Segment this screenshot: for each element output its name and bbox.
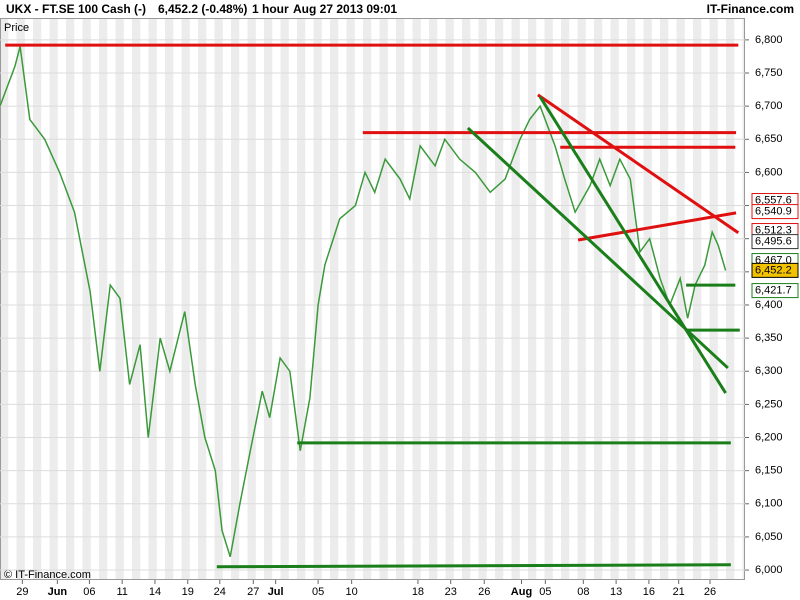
x-tick-label: 11 [116, 586, 127, 598]
x-tick-label: 14 [149, 586, 161, 598]
y-tick-label: 6,600 [755, 166, 783, 178]
y-tick-label: 6,700 [755, 100, 783, 112]
x-tick-label: 16 [643, 586, 655, 598]
y-tick-label: 6,350 [755, 332, 783, 344]
x-tick-label: Jun [48, 586, 68, 598]
y-tick-label: 6,100 [755, 498, 783, 510]
x-tick-label: 27 [247, 586, 259, 598]
price-tag-label: 6,557.6 [755, 194, 792, 206]
header-title: UKX - FT.SE 100 Cash (-) [6, 2, 146, 16]
price-tag-label: 6,452.2 [755, 264, 792, 276]
x-tick-label: 13 [610, 586, 622, 598]
copyright: © IT-Finance.com [4, 569, 91, 581]
y-tick-label: 6,400 [755, 299, 783, 311]
y-tick-label: 6,800 [755, 34, 783, 46]
y-label: Price [4, 22, 29, 34]
x-tick-label: 26 [478, 586, 490, 598]
header-time: Aug 27 2013 09:01 [293, 2, 397, 16]
y-tick-label: 6,150 [755, 465, 783, 477]
y-tick-label: 6,300 [755, 365, 783, 377]
header-price: 6,452.2 (-0.48%) [158, 2, 247, 16]
x-tick-label: Aug [511, 586, 532, 598]
price-tag [751, 262, 799, 278]
x-tick-label: 21 [673, 586, 685, 598]
y-tick-label: 6,050 [755, 531, 783, 543]
x-tick-label: 05 [539, 586, 551, 598]
y-tick-label: 6,000 [755, 564, 783, 576]
price-line [0, 46, 727, 558]
trend-line [537, 93, 740, 234]
price-tag-label: 6,421.7 [755, 284, 792, 296]
x-tick-label: 26 [704, 586, 716, 598]
price-tag-label: 6,540.9 [755, 205, 792, 217]
x-tick-label: 23 [445, 586, 457, 598]
x-tick-label: 08 [577, 586, 589, 598]
x-tick-label: 24 [214, 586, 226, 598]
price-tag-label: 6,512.3 [755, 224, 792, 236]
plot-frame [0, 18, 745, 580]
header-interval: 1 hour [252, 2, 289, 16]
x-tick-label: Jul [268, 586, 284, 598]
day-shading [0, 18, 745, 580]
trend-line [538, 96, 727, 394]
trend-line [577, 211, 737, 242]
x-tick-label: 05 [312, 586, 324, 598]
y-tick-label: 6,650 [755, 133, 783, 145]
x-tick-label: 06 [83, 586, 95, 598]
x-tick-label: 10 [346, 586, 358, 598]
price-tag [751, 283, 799, 299]
x-tick-label: 29 [16, 586, 28, 598]
price-tag-label: 6,495.6 [755, 236, 792, 248]
y-tick-label: 6,750 [755, 67, 783, 79]
y-tick-label: 6,250 [755, 398, 783, 410]
price-tag [751, 204, 799, 220]
y-tick-label: 6,200 [755, 431, 783, 443]
header-brand: IT-Finance.com [707, 2, 794, 16]
x-tick-label: 19 [182, 586, 194, 598]
x-tick-label: 18 [412, 586, 424, 598]
price-tag [751, 234, 799, 250]
trend-line [216, 563, 731, 569]
